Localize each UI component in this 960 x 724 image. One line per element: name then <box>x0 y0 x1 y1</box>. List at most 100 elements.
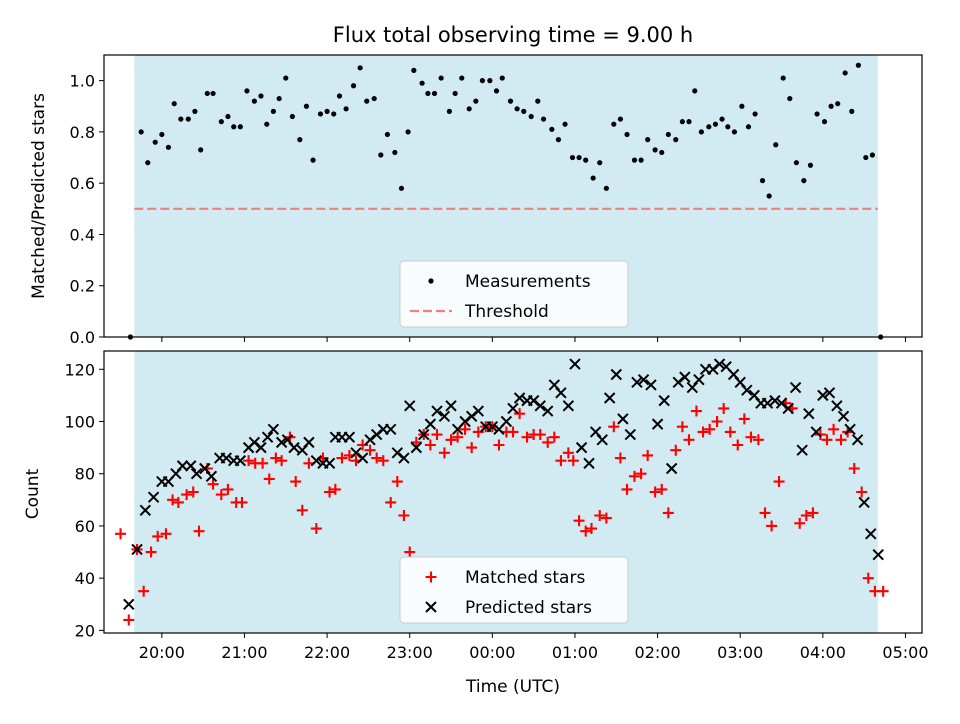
predicted-star-point <box>651 418 664 430</box>
matched-star-point <box>567 455 579 467</box>
predicted-star-point <box>583 457 595 469</box>
measurement-point <box>638 157 644 163</box>
matched-star-point <box>759 507 771 519</box>
predicted-star-point <box>147 491 160 503</box>
measurement-point <box>479 78 486 84</box>
predicted-star-point <box>261 431 274 443</box>
matched-star-point <box>160 528 172 540</box>
measurement-point <box>745 124 752 130</box>
predicted-star-point <box>500 415 513 428</box>
measurement-point <box>849 108 855 114</box>
matched-star-point <box>738 413 750 425</box>
measurement-point <box>842 70 848 76</box>
predicted-star-point <box>190 468 203 480</box>
matched-star-point <box>690 405 702 417</box>
predicted-star-point <box>679 371 691 383</box>
measurement-point <box>590 175 596 181</box>
matched-star-point <box>290 476 302 488</box>
measurement-point <box>237 124 243 130</box>
legend-predicted-marker <box>425 601 437 613</box>
top-legend-label: Threshold <box>464 302 549 322</box>
matched-star-point <box>862 572 874 584</box>
matched-star-point <box>642 449 654 461</box>
matched-star-point <box>459 423 471 435</box>
predicted-star-point <box>603 392 616 404</box>
measurement-point <box>431 90 438 97</box>
measurement-point <box>145 160 151 166</box>
measurement-point <box>603 185 609 191</box>
measurement-point <box>631 157 638 163</box>
predicted-star-point <box>713 358 726 370</box>
matched-star-point <box>580 525 592 537</box>
predicted-star-point <box>844 423 856 436</box>
measurement-point <box>364 98 370 104</box>
measurement-point <box>807 162 814 168</box>
measurement-point <box>549 126 555 132</box>
matched-star-point <box>431 429 443 441</box>
measurement-point <box>276 95 282 102</box>
matched-star-point <box>614 452 626 464</box>
measurement-point <box>731 129 738 135</box>
matched-star-point <box>814 429 826 441</box>
matched-star-point <box>856 486 868 498</box>
matched-star-point <box>236 496 248 508</box>
x-tick-label: 03:00 <box>717 643 763 662</box>
predicted-star-point <box>610 368 622 381</box>
matched-star-point <box>711 416 723 427</box>
matched-star-point <box>649 486 661 498</box>
predicted-star-point <box>665 462 678 475</box>
measurement-point <box>289 113 295 120</box>
measurement-point <box>679 119 685 125</box>
measurement-point <box>562 121 568 127</box>
measurement-point <box>759 178 766 184</box>
top-y-tick-label: 1.0 <box>70 72 95 91</box>
measurement-point <box>297 137 303 143</box>
x-axis-label: Time (UTC) <box>465 677 560 697</box>
matched-star-point <box>555 455 567 467</box>
predicted-star-point <box>424 418 437 430</box>
measurement-point <box>270 108 276 114</box>
bottom-axes-frame <box>103 350 923 634</box>
predicted-star-point <box>431 405 443 417</box>
top-panel: Matched/Predicted stars 0.0 0.2 0.4 0.6 0.8 1… <box>29 54 923 347</box>
predicted-star-point <box>534 400 546 412</box>
matched-star-point <box>732 439 744 451</box>
matched-star-point <box>608 421 620 433</box>
measurement-point <box>766 193 772 199</box>
matched-star-point <box>724 426 736 438</box>
measurement-point <box>773 142 779 148</box>
measurement-point <box>673 137 679 143</box>
matched-star-point <box>145 546 157 558</box>
top-legend <box>399 260 629 328</box>
measurement-point <box>398 185 405 191</box>
matched-star-point <box>621 483 633 495</box>
measurement-point <box>204 90 210 97</box>
predicted-star-point <box>205 470 218 483</box>
matched-star-point <box>398 510 410 521</box>
measurement-point <box>624 131 630 138</box>
measurement-point <box>178 116 184 122</box>
matched-star-point <box>207 478 219 490</box>
predicted-star-point <box>185 460 197 472</box>
matched-star-point <box>445 434 457 446</box>
matched-star-point <box>683 434 695 446</box>
matched-star-point <box>877 585 889 597</box>
matched-star-point <box>257 457 269 469</box>
legend-measurements-marker <box>428 278 434 284</box>
matched-star-point <box>585 523 597 535</box>
matched-star-point <box>187 486 199 498</box>
matched-star-point <box>424 439 436 451</box>
matched-star-point <box>514 408 526 420</box>
predicted-star-point <box>139 504 152 516</box>
matched-star-point <box>507 426 519 438</box>
bottom-legend-label: Matched stars <box>465 568 585 588</box>
matched-star-point <box>800 510 812 521</box>
measurement-point <box>835 101 841 107</box>
measurement-point <box>159 131 165 138</box>
predicted-star-point <box>303 436 315 449</box>
top-axes-frame <box>103 54 923 338</box>
predicted-star-point <box>131 543 143 556</box>
predicted-star-point <box>513 392 526 404</box>
measurement-point <box>218 119 224 125</box>
matched-star-point <box>310 523 322 535</box>
